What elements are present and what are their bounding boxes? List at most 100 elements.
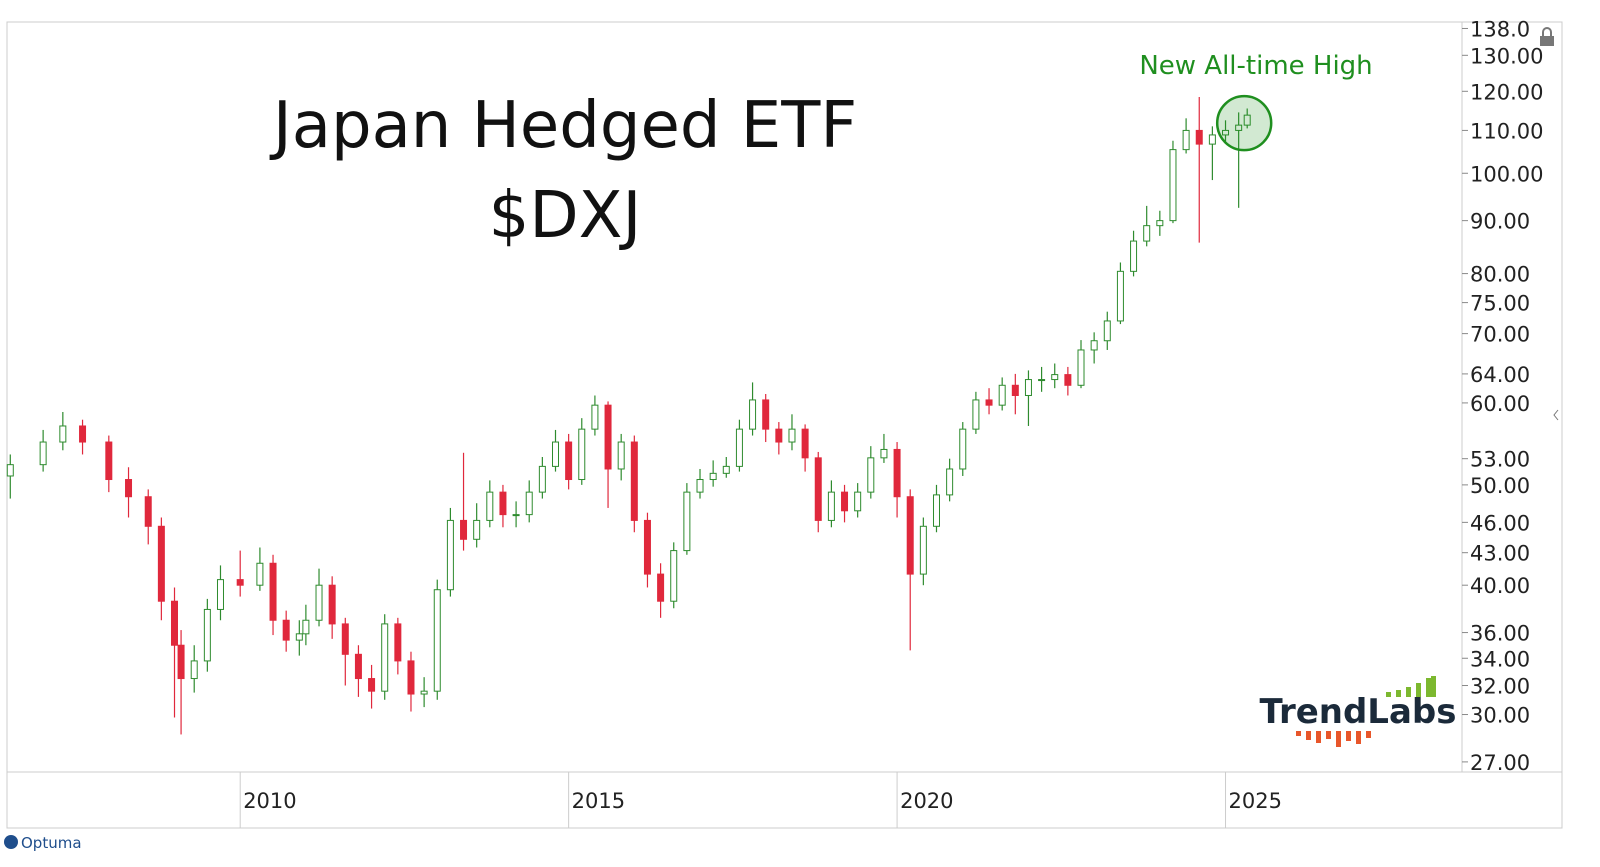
candle-body (59, 425, 67, 443)
candle-body (177, 644, 185, 680)
candle-body (998, 384, 1006, 406)
candle-body (932, 494, 940, 527)
candle-body (683, 491, 691, 552)
logo-bars-lower (1296, 731, 1371, 747)
candle-body (827, 491, 835, 521)
candle-body (735, 428, 743, 467)
candle-body (538, 465, 546, 493)
candle-body (788, 428, 796, 443)
y-tick-label: 50.00 (1470, 474, 1530, 498)
chart-subtitle: $DXJ (489, 179, 642, 253)
candle-body (762, 399, 770, 430)
candle-body (643, 519, 651, 575)
candle-body (171, 600, 179, 646)
candle-body (1077, 349, 1085, 386)
candle-body (282, 619, 290, 641)
candle-body (295, 633, 303, 641)
candle-body (565, 441, 573, 481)
candle-body (617, 441, 625, 470)
y-tick-label: 64.00 (1470, 363, 1530, 387)
candle-body (302, 619, 310, 635)
watermark: Optuma (21, 834, 82, 852)
x-tick-label: 2025 (1229, 789, 1282, 813)
candle-body (394, 623, 402, 662)
candle-body (814, 457, 822, 521)
candle-body (946, 468, 954, 496)
y-tick-label: 34.00 (1470, 647, 1530, 671)
candle-body (269, 562, 277, 621)
candle-body (125, 479, 133, 498)
candle-body (841, 491, 849, 512)
candle-body (1064, 374, 1072, 386)
candle-body (854, 491, 862, 512)
chart-title: Japan Hedged ETF (269, 89, 857, 163)
candle-body (486, 491, 494, 521)
y-tick-label: 40.00 (1470, 574, 1530, 598)
candle-body (381, 623, 389, 692)
lock-icon[interactable] (1540, 27, 1554, 46)
candle-body (315, 584, 323, 621)
candle-body (1195, 129, 1203, 145)
candle-body (256, 562, 264, 586)
candle-body (433, 589, 441, 692)
x-tick-label: 2020 (900, 789, 953, 813)
y-tick-label: 36.00 (1470, 622, 1530, 646)
candle-body (512, 514, 520, 517)
candle-body (1038, 379, 1046, 382)
candle-body (1130, 240, 1138, 272)
y-tick-label: 27.00 (1470, 751, 1530, 775)
candle-body (1103, 320, 1111, 342)
candle-body (1169, 149, 1177, 222)
candle-body (1243, 114, 1251, 126)
candle-body (893, 448, 901, 498)
y-tick-label: 70.00 (1470, 323, 1530, 347)
y-tick-label: 90.00 (1470, 210, 1530, 234)
candle-body (79, 425, 87, 443)
watermark-icon (4, 835, 18, 849)
candle-body (525, 491, 533, 516)
candle-body (6, 464, 14, 477)
candle-body (1182, 129, 1190, 151)
candle-body (604, 404, 612, 470)
candle-body (1208, 134, 1216, 145)
candle-body (1011, 384, 1019, 396)
y-tick-label: 46.00 (1470, 511, 1530, 535)
candle-body (341, 623, 349, 655)
y-tick-label: 30.00 (1470, 704, 1530, 728)
candle-body (460, 519, 468, 540)
candle-body (749, 399, 757, 430)
y-tick-label: 120.00 (1470, 80, 1543, 104)
candle-body (867, 457, 875, 493)
candle-body (407, 660, 415, 695)
candle-body (203, 608, 211, 662)
candle-body (157, 525, 165, 602)
logo-bars (1386, 676, 1436, 697)
logo: TrendLabs (1259, 692, 1456, 732)
y-tick-label: 32.00 (1470, 675, 1530, 699)
y-tick-label: 130.00 (1470, 44, 1543, 68)
y-tick-label: 110.00 (1470, 119, 1543, 143)
candle-body (39, 441, 47, 466)
candle-body (551, 441, 559, 467)
candle-body (216, 579, 224, 610)
candle-body (473, 519, 481, 540)
candle-body (368, 678, 376, 692)
candle-body (919, 525, 927, 575)
annotation: New All-time High (1139, 51, 1372, 81)
candle-body (657, 573, 665, 602)
y-tick-label: 43.00 (1470, 542, 1530, 566)
candle-body (959, 428, 967, 470)
candle-body (499, 491, 507, 516)
candle-body (190, 660, 198, 680)
candle-body (236, 579, 244, 586)
y-tick-label: 100.00 (1470, 162, 1543, 186)
candle-body (670, 550, 678, 602)
x-tick-label: 2010 (243, 789, 296, 813)
candle-body (1143, 225, 1151, 242)
candle-body (578, 428, 586, 481)
candle-body (1024, 379, 1032, 396)
candle-body (354, 653, 362, 680)
collapse-arrow[interactable] (1553, 409, 1559, 421)
candle-body (105, 441, 113, 481)
